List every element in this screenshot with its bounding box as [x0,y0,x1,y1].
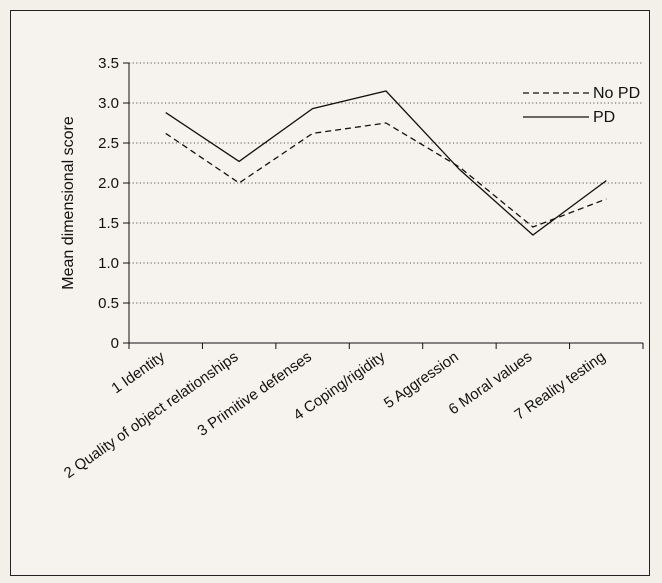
axes [128,63,643,344]
series-line-no-pd [165,122,607,228]
y-tick-label: 3.5 [98,55,119,72]
chart-frame: 0 0.5 1.0 1.5 2.0 2.5 3.0 3.5 1 Identity 2 Quali… [10,10,650,576]
y-tick-label: 3.0 [98,95,119,112]
x-tick-label: 1 Identity [108,348,168,397]
series-lines [165,90,607,236]
y-tick-label: 1.0 [98,255,119,272]
legend: No PD PD [523,85,640,126]
series-line-pd [165,90,607,236]
y-tick-label: 0.5 [98,295,119,312]
y-axis-title: Mean dimensional score [60,116,77,290]
legend-label: No PD [593,85,640,102]
y-tick-label: 0 [111,335,119,352]
y-axis-ticks: 0 0.5 1.0 1.5 2.0 2.5 3.0 3.5 [98,55,129,352]
gridlines [129,62,643,304]
y-tick-label: 1.5 [98,215,119,232]
legend-label: PD [593,109,615,126]
y-tick-label: 2.0 [98,175,119,192]
y-tick-label: 2.5 [98,135,119,152]
